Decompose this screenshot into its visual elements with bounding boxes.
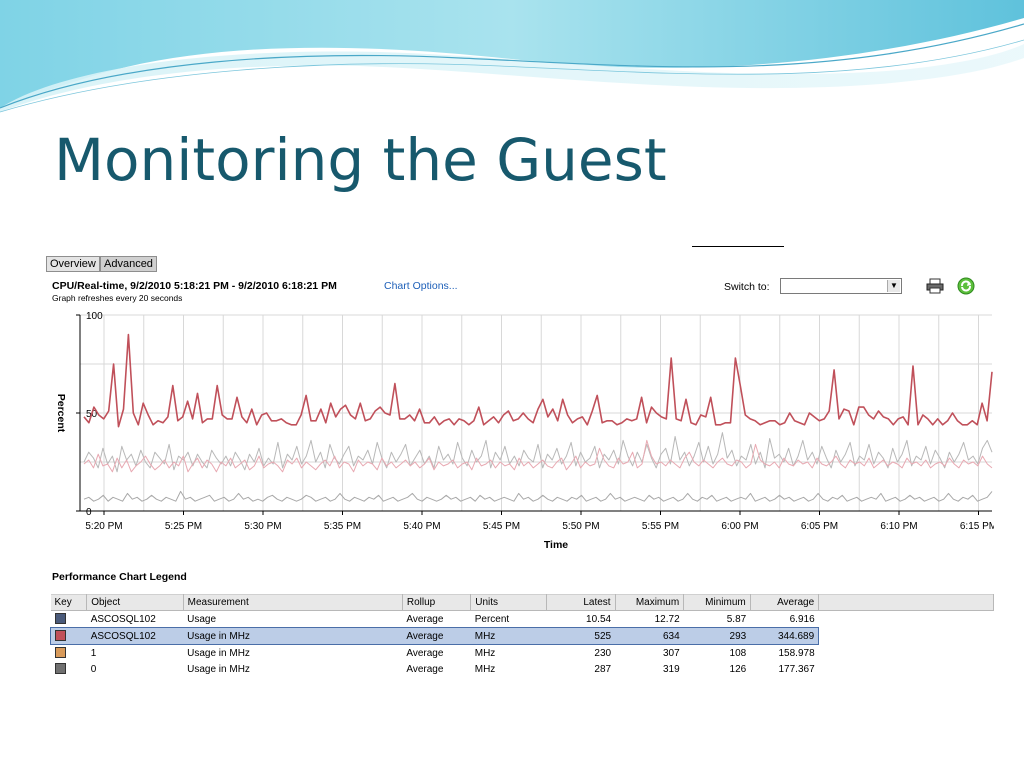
x-tick-label: 5:45 PM	[483, 521, 520, 532]
series-color-swatch	[54, 613, 66, 625]
series-line-1	[83, 333, 993, 428]
series-line-2	[83, 439, 993, 473]
slide-title: Monitoring the Guest	[54, 126, 667, 194]
legend-row[interactable]: ASCOSQL102 Usage Average Percent 10.54 1…	[51, 611, 994, 628]
legend-row[interactable]: 1 Usage in MHz Average MHz 230 307 108 1…	[51, 645, 994, 662]
chart-heading: CPU/Real-time, 9/2/2010 5:18:21 PM - 9/2…	[52, 280, 337, 292]
x-tick-label: 5:25 PM	[165, 521, 202, 532]
x-tick-label: 6:10 PM	[880, 521, 917, 532]
legend-rollup: Average	[406, 613, 444, 625]
y-axis-label: Percent	[55, 394, 67, 433]
x-tick-label: 5:20 PM	[85, 521, 122, 532]
x-tick-label: 5:50 PM	[562, 521, 599, 532]
legend-title: Performance Chart Legend	[52, 571, 187, 583]
legend-object: ASCOSQL102	[90, 613, 156, 625]
series-color-swatch	[54, 663, 66, 675]
x-tick-label: 5:55 PM	[642, 521, 679, 532]
series-color-swatch	[54, 647, 66, 659]
performance-panel: Overview Advanced CPU/Real-time, 9/2/201…	[44, 250, 994, 690]
legend-rollup: Average	[402, 627, 471, 645]
legend-latest: 10.54	[586, 613, 612, 625]
legend-measurement: Usage in MHz	[187, 663, 250, 675]
column-header-object[interactable]: Object	[86, 594, 184, 611]
refresh-note: Graph refreshes every 20 seconds	[52, 293, 183, 303]
legend-average: 177.367	[778, 663, 815, 675]
legend-maximum: 319	[662, 663, 680, 675]
legend-average: 158.978	[778, 647, 815, 659]
legend-maximum: 12.72	[654, 613, 680, 625]
legend-average: 344.689	[750, 627, 820, 645]
column-header-units[interactable]: Units	[470, 594, 548, 611]
legend-minimum: 293	[683, 627, 751, 645]
legend-row[interactable]: 0 Usage in MHz Average MHz 287 319 126 1…	[51, 661, 994, 677]
switch-to-label: Switch to:	[724, 281, 770, 293]
legend-units: MHz	[474, 647, 496, 659]
printer-icon[interactable]	[926, 278, 944, 294]
series-color-swatch	[55, 630, 66, 642]
legend-header-row: Key Object Measurement Rollup Units Late…	[50, 594, 994, 611]
series-line-3	[83, 432, 993, 473]
legend-minimum: 108	[729, 647, 747, 659]
chart-options-link[interactable]: Chart Options...	[384, 280, 458, 292]
column-header-rollup[interactable]: Rollup	[402, 594, 472, 611]
legend-object: 0	[90, 663, 97, 675]
y-tick-label: 100	[86, 311, 103, 322]
tab-advanced[interactable]: Advanced	[100, 256, 157, 272]
header-wave-decoration	[0, 0, 1024, 113]
x-tick-label: 6:15 PM	[960, 521, 994, 532]
x-tick-label: 6:00 PM	[721, 521, 758, 532]
switch-to-dropdown[interactable]: ▼	[780, 278, 902, 294]
legend-table: Key Object Measurement Rollup Units Late…	[49, 594, 994, 677]
column-header-key[interactable]: Key	[50, 594, 88, 611]
x-tick-label: 6:05 PM	[801, 521, 838, 532]
legend-rollup: Average	[406, 663, 444, 675]
legend-latest: 287	[594, 663, 612, 675]
x-tick-label: 5:30 PM	[244, 521, 281, 532]
chevron-down-icon[interactable]: ▼	[887, 280, 900, 292]
x-tick-label: 5:35 PM	[324, 521, 361, 532]
legend-measurement: Usage in MHz	[183, 627, 403, 645]
column-header-average[interactable]: Average	[750, 594, 820, 611]
legend-maximum: 307	[662, 647, 680, 659]
column-header-filler	[818, 594, 994, 611]
series-line-4	[83, 490, 993, 502]
column-header-maximum[interactable]: Maximum	[615, 594, 685, 611]
column-header-latest[interactable]: Latest	[546, 594, 616, 611]
legend-rollup: Average	[406, 647, 444, 659]
legend-units: Percent	[474, 613, 510, 625]
legend-measurement: Usage in MHz	[187, 647, 250, 659]
legend-units: MHz	[474, 663, 496, 675]
title-underline-rule	[692, 246, 784, 247]
y-tick-label: 0	[86, 507, 92, 518]
legend-object: ASCOSQL102	[86, 627, 184, 645]
legend-latest: 230	[594, 647, 612, 659]
column-header-minimum[interactable]: Minimum	[683, 594, 751, 611]
legend-maximum: 634	[615, 627, 684, 645]
x-tick-label: 5:40 PM	[403, 521, 440, 532]
legend-units: MHz	[470, 627, 547, 645]
legend-latest: 525	[546, 627, 616, 645]
refresh-icon[interactable]	[956, 276, 976, 296]
legend-average: 6.916	[789, 613, 815, 625]
legend-object: 1	[90, 647, 97, 659]
legend-minimum: 5.87	[726, 613, 747, 625]
legend-minimum: 126	[729, 663, 747, 675]
legend-row-selected[interactable]: ASCOSQL102 Usage in MHz Average MHz 525 …	[49, 627, 994, 645]
tab-overview[interactable]: Overview	[46, 256, 100, 272]
x-axis-label: Time	[544, 539, 568, 551]
column-header-measurement[interactable]: Measurement	[183, 594, 403, 611]
legend-measurement: Usage	[187, 613, 217, 625]
